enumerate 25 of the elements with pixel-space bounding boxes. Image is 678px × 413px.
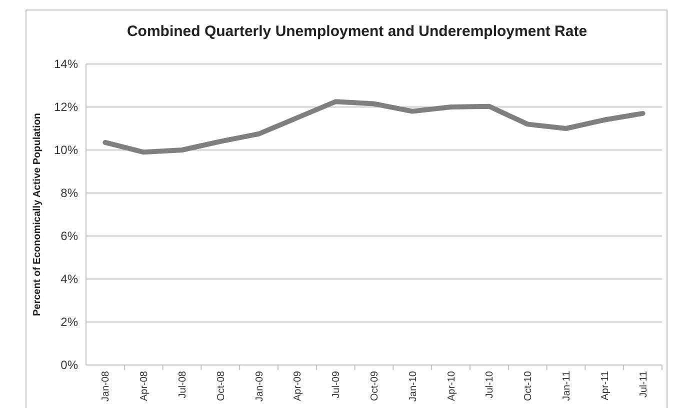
y-tick-label: 4% — [60, 272, 78, 286]
x-tick-label: Jan-08 — [100, 370, 112, 402]
y-tick-label: 10% — [54, 143, 78, 158]
y-axis-title: Percent of Economically Active Population — [32, 112, 43, 316]
x-tick-label: Oct-09 — [370, 370, 380, 402]
x-tick-label: Jul-10 — [484, 370, 496, 398]
x-tick-label: Apr-10 — [446, 370, 458, 402]
x-tick-label: Jan-11 — [562, 370, 572, 401]
x-tick-label: Apr-09 — [292, 370, 304, 402]
x-tick-label: Jan-10 — [408, 370, 419, 402]
x-tick-label: Oct-10 — [523, 370, 534, 402]
x-tick-label: Jan-09 — [254, 370, 266, 402]
x-tick-label: Jul-09 — [331, 370, 342, 398]
y-tick-label: 14% — [54, 57, 78, 72]
x-tick-label: Jul-08 — [178, 370, 188, 398]
y-tick-label: 8% — [60, 186, 78, 200]
x-tick-label: Oct-08 — [216, 370, 227, 402]
x-tick-label: Apr-08 — [139, 370, 150, 402]
chart-title: Combined Quarterly Unemployment and Underemployment Rate — [126, 23, 588, 40]
y-tick-label: 0% — [60, 358, 78, 372]
x-tick-label: Jul-11 — [638, 370, 650, 398]
x-tick-label: Apr-11 — [600, 370, 611, 400]
y-tick-label: 12% — [54, 100, 78, 114]
y-tick-label: 6% — [60, 229, 78, 244]
y-tick-label: 2% — [60, 315, 78, 330]
